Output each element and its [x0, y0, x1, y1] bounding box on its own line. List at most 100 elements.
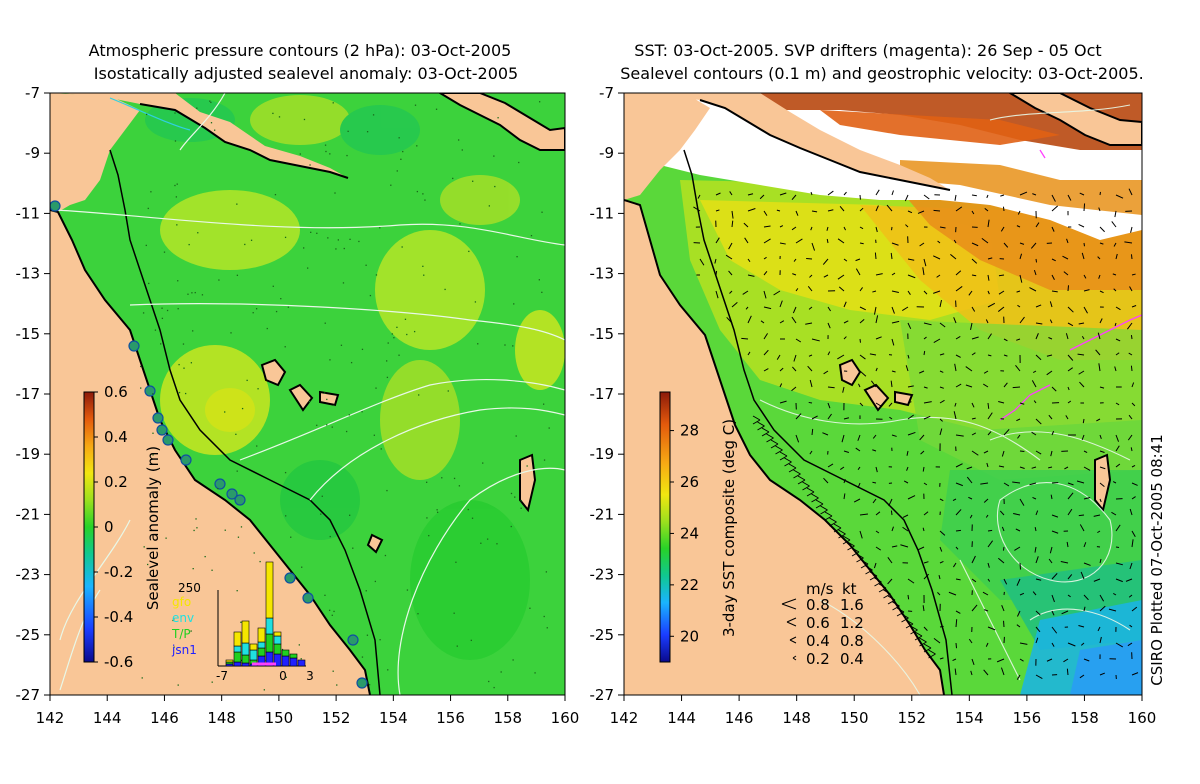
left-y-axis: -7-9-11-13-15-17-19-21-23-25-27	[16, 84, 51, 704]
track-dot	[468, 251, 469, 252]
track-dot	[362, 656, 363, 657]
track-dot	[426, 482, 427, 483]
track-dot	[162, 318, 163, 319]
track-dot	[183, 343, 184, 344]
track-dot	[534, 672, 535, 673]
right-colorbar-tick: 20	[680, 627, 699, 645]
track-dot	[257, 388, 258, 389]
track-dot	[349, 515, 350, 516]
track-dot	[454, 478, 455, 479]
track-dot	[494, 186, 495, 187]
left-x-tick: 156	[436, 709, 465, 727]
track-dot	[285, 346, 286, 347]
track-dot	[387, 669, 388, 670]
left-colorbar-tick: 0	[104, 518, 114, 536]
vel-legend-row3-kt: 0.8	[840, 632, 864, 650]
velocity-arrow	[812, 429, 813, 435]
track-dot	[309, 164, 310, 165]
left-x-tick: 142	[36, 709, 65, 727]
left-y-tick: -19	[16, 445, 41, 463]
track-dot	[362, 349, 363, 350]
right-y-tick: -25	[590, 626, 615, 644]
track-dot	[436, 509, 437, 510]
track-dot	[146, 245, 147, 246]
track-dot	[276, 311, 277, 312]
track-dot	[375, 581, 376, 582]
vel-legend-row4-kt: 0.4	[840, 650, 864, 668]
left-y-tick: -9	[25, 144, 40, 162]
track-dot	[196, 527, 197, 528]
track-dot	[259, 561, 260, 562]
right-y-axis: -7-9-11-13-15-17-19-21-23-25-27	[590, 84, 625, 704]
right-y-tick: -9	[599, 144, 614, 162]
track-dot	[375, 387, 376, 388]
track-dot	[273, 286, 274, 287]
track-dot	[544, 459, 545, 460]
track-dot	[543, 404, 544, 405]
track-dot	[358, 241, 359, 242]
inset-bar	[298, 660, 305, 666]
track-dot	[285, 515, 286, 516]
track-dot	[193, 530, 194, 531]
track-dot	[280, 298, 281, 299]
track-dot	[214, 130, 215, 131]
track-dot	[140, 366, 141, 367]
inset-bar	[250, 650, 257, 660]
track-dot	[514, 496, 515, 497]
vel-legend-row1-kt: 1.6	[840, 596, 864, 614]
track-dot	[516, 256, 517, 257]
left-colorbar-label: Sealevel anomaly (m)	[144, 446, 162, 610]
track-dot	[275, 194, 276, 195]
track-dot	[211, 570, 212, 571]
left-map: Atmospheric pressure contours (2 hPa): 0…	[16, 41, 580, 727]
track-dot	[167, 310, 168, 311]
right-x-tick: 148	[782, 709, 811, 727]
track-dot	[335, 248, 336, 249]
right-x-tick: 156	[1013, 709, 1042, 727]
track-dot	[349, 414, 350, 415]
track-dot	[513, 303, 514, 304]
track-dot	[448, 390, 449, 391]
track-dot	[329, 610, 330, 611]
track-dot	[272, 113, 273, 114]
left-colorbar-tick: -0.2	[104, 563, 133, 581]
track-dot	[299, 644, 300, 645]
track-dot	[256, 445, 257, 446]
track-dot	[477, 343, 478, 344]
track-dot	[527, 465, 528, 466]
track-dot	[472, 181, 473, 182]
right-y-tick: -15	[590, 325, 615, 343]
track-dot	[160, 343, 161, 344]
track-dot	[235, 434, 236, 435]
track-dot	[187, 294, 188, 295]
track-dot	[300, 153, 301, 154]
track-dot	[386, 360, 387, 361]
track-dot	[398, 355, 399, 356]
track-dot	[238, 537, 239, 538]
track-dot	[493, 687, 494, 688]
track-dot	[414, 331, 415, 332]
track-dot	[326, 424, 327, 425]
track-dot	[244, 244, 245, 245]
inset-bar	[266, 634, 273, 652]
track-dot	[487, 538, 488, 539]
track-dot	[191, 292, 192, 293]
track-dot	[444, 289, 445, 290]
left-y-tick: -13	[16, 265, 41, 283]
track-dot	[225, 530, 226, 531]
track-dot	[539, 101, 540, 102]
track-dot	[285, 237, 286, 238]
track-dot	[210, 102, 211, 103]
track-dot	[379, 639, 380, 640]
plotted-stamp: CSIRO Plotted 07-Oct-2005 08:41	[1148, 434, 1166, 686]
track-dot	[327, 237, 328, 238]
track-dot	[195, 292, 196, 293]
inset-bar	[274, 636, 281, 644]
track-dot	[195, 518, 196, 519]
track-dot	[240, 622, 241, 623]
track-dot	[264, 689, 265, 690]
velocity-arrow	[1131, 254, 1132, 259]
track-dot	[329, 153, 330, 154]
inset-x-tick-3: 3	[306, 669, 314, 683]
track-dot	[177, 280, 178, 281]
